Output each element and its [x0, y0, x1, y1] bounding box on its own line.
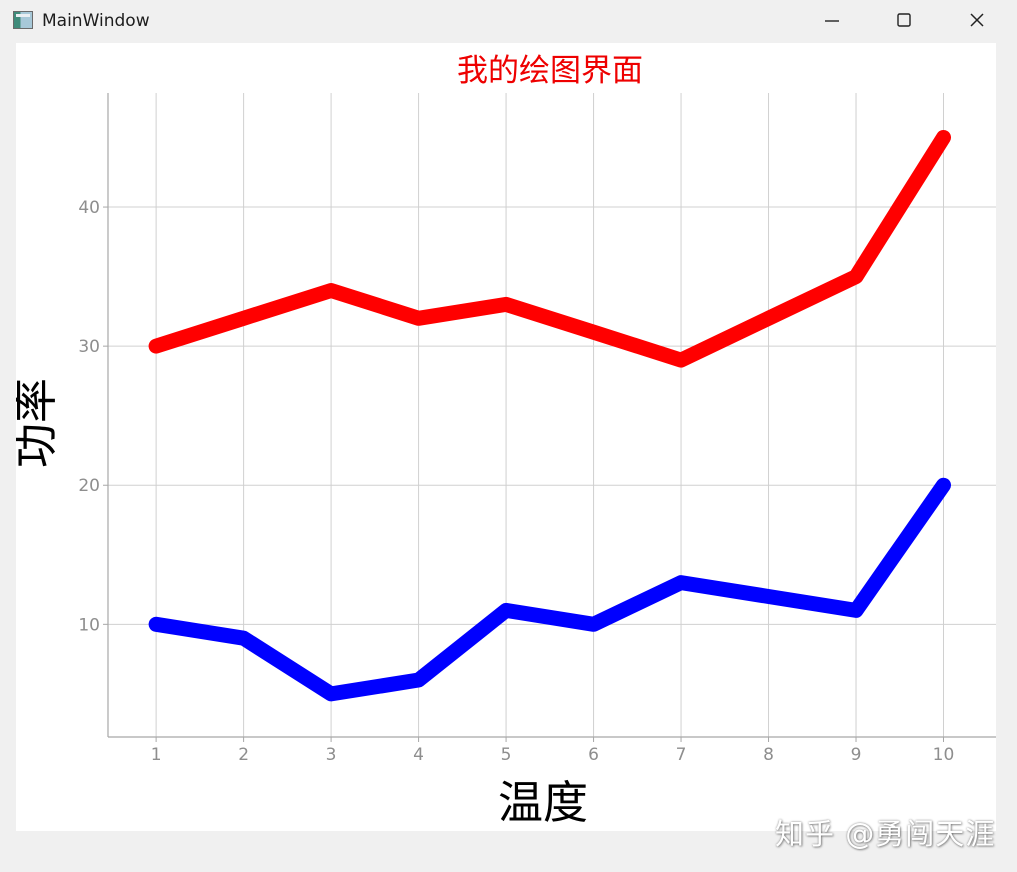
chart-title: 我的绘图界面 [457, 53, 643, 89]
x-tick-label: 4 [413, 745, 424, 765]
window-title: MainWindow [42, 11, 150, 31]
x-tick-label: 3 [326, 745, 337, 765]
close-button[interactable] [954, 0, 1000, 42]
x-tick-label: 10 [933, 745, 955, 765]
watermark: 知乎 @勇闯天涯 [775, 817, 996, 851]
x-tick-label: 5 [501, 745, 512, 765]
y-tick-label: 20 [78, 476, 100, 496]
app-window-icon [13, 11, 33, 29]
y-axis-label: 功率 [16, 378, 62, 468]
series-line-blue [148, 477, 951, 702]
series-line-red [148, 130, 951, 368]
plot-panel: 我的绘图界面 1 2 3 4 5 6 7 8 9 10 10 20 30 40 温度 功率 [16, 43, 996, 831]
y-tick-label: 10 [78, 615, 100, 635]
minimize-button[interactable] [809, 0, 855, 42]
maximize-button[interactable] [881, 0, 927, 42]
y-tick-label: 40 [78, 198, 100, 218]
x-tick-label: 2 [238, 745, 249, 765]
y-tick-label: 30 [78, 337, 100, 357]
maximize-icon [897, 13, 911, 27]
minimize-icon [825, 20, 839, 22]
x-tick-label: 1 [151, 745, 162, 765]
x-tick-label: 7 [676, 745, 687, 765]
line-chart: 我的绘图界面 1 2 3 4 5 6 7 8 9 10 10 20 30 40 温度 功率 [16, 53, 996, 829]
x-tick-label: 9 [851, 745, 862, 765]
x-axis-label: 温度 [498, 776, 588, 829]
title-bar[interactable]: MainWindow [0, 0, 1017, 42]
x-tick-label: 6 [588, 745, 599, 765]
x-tick-label: 8 [763, 745, 774, 765]
close-icon [970, 13, 984, 27]
